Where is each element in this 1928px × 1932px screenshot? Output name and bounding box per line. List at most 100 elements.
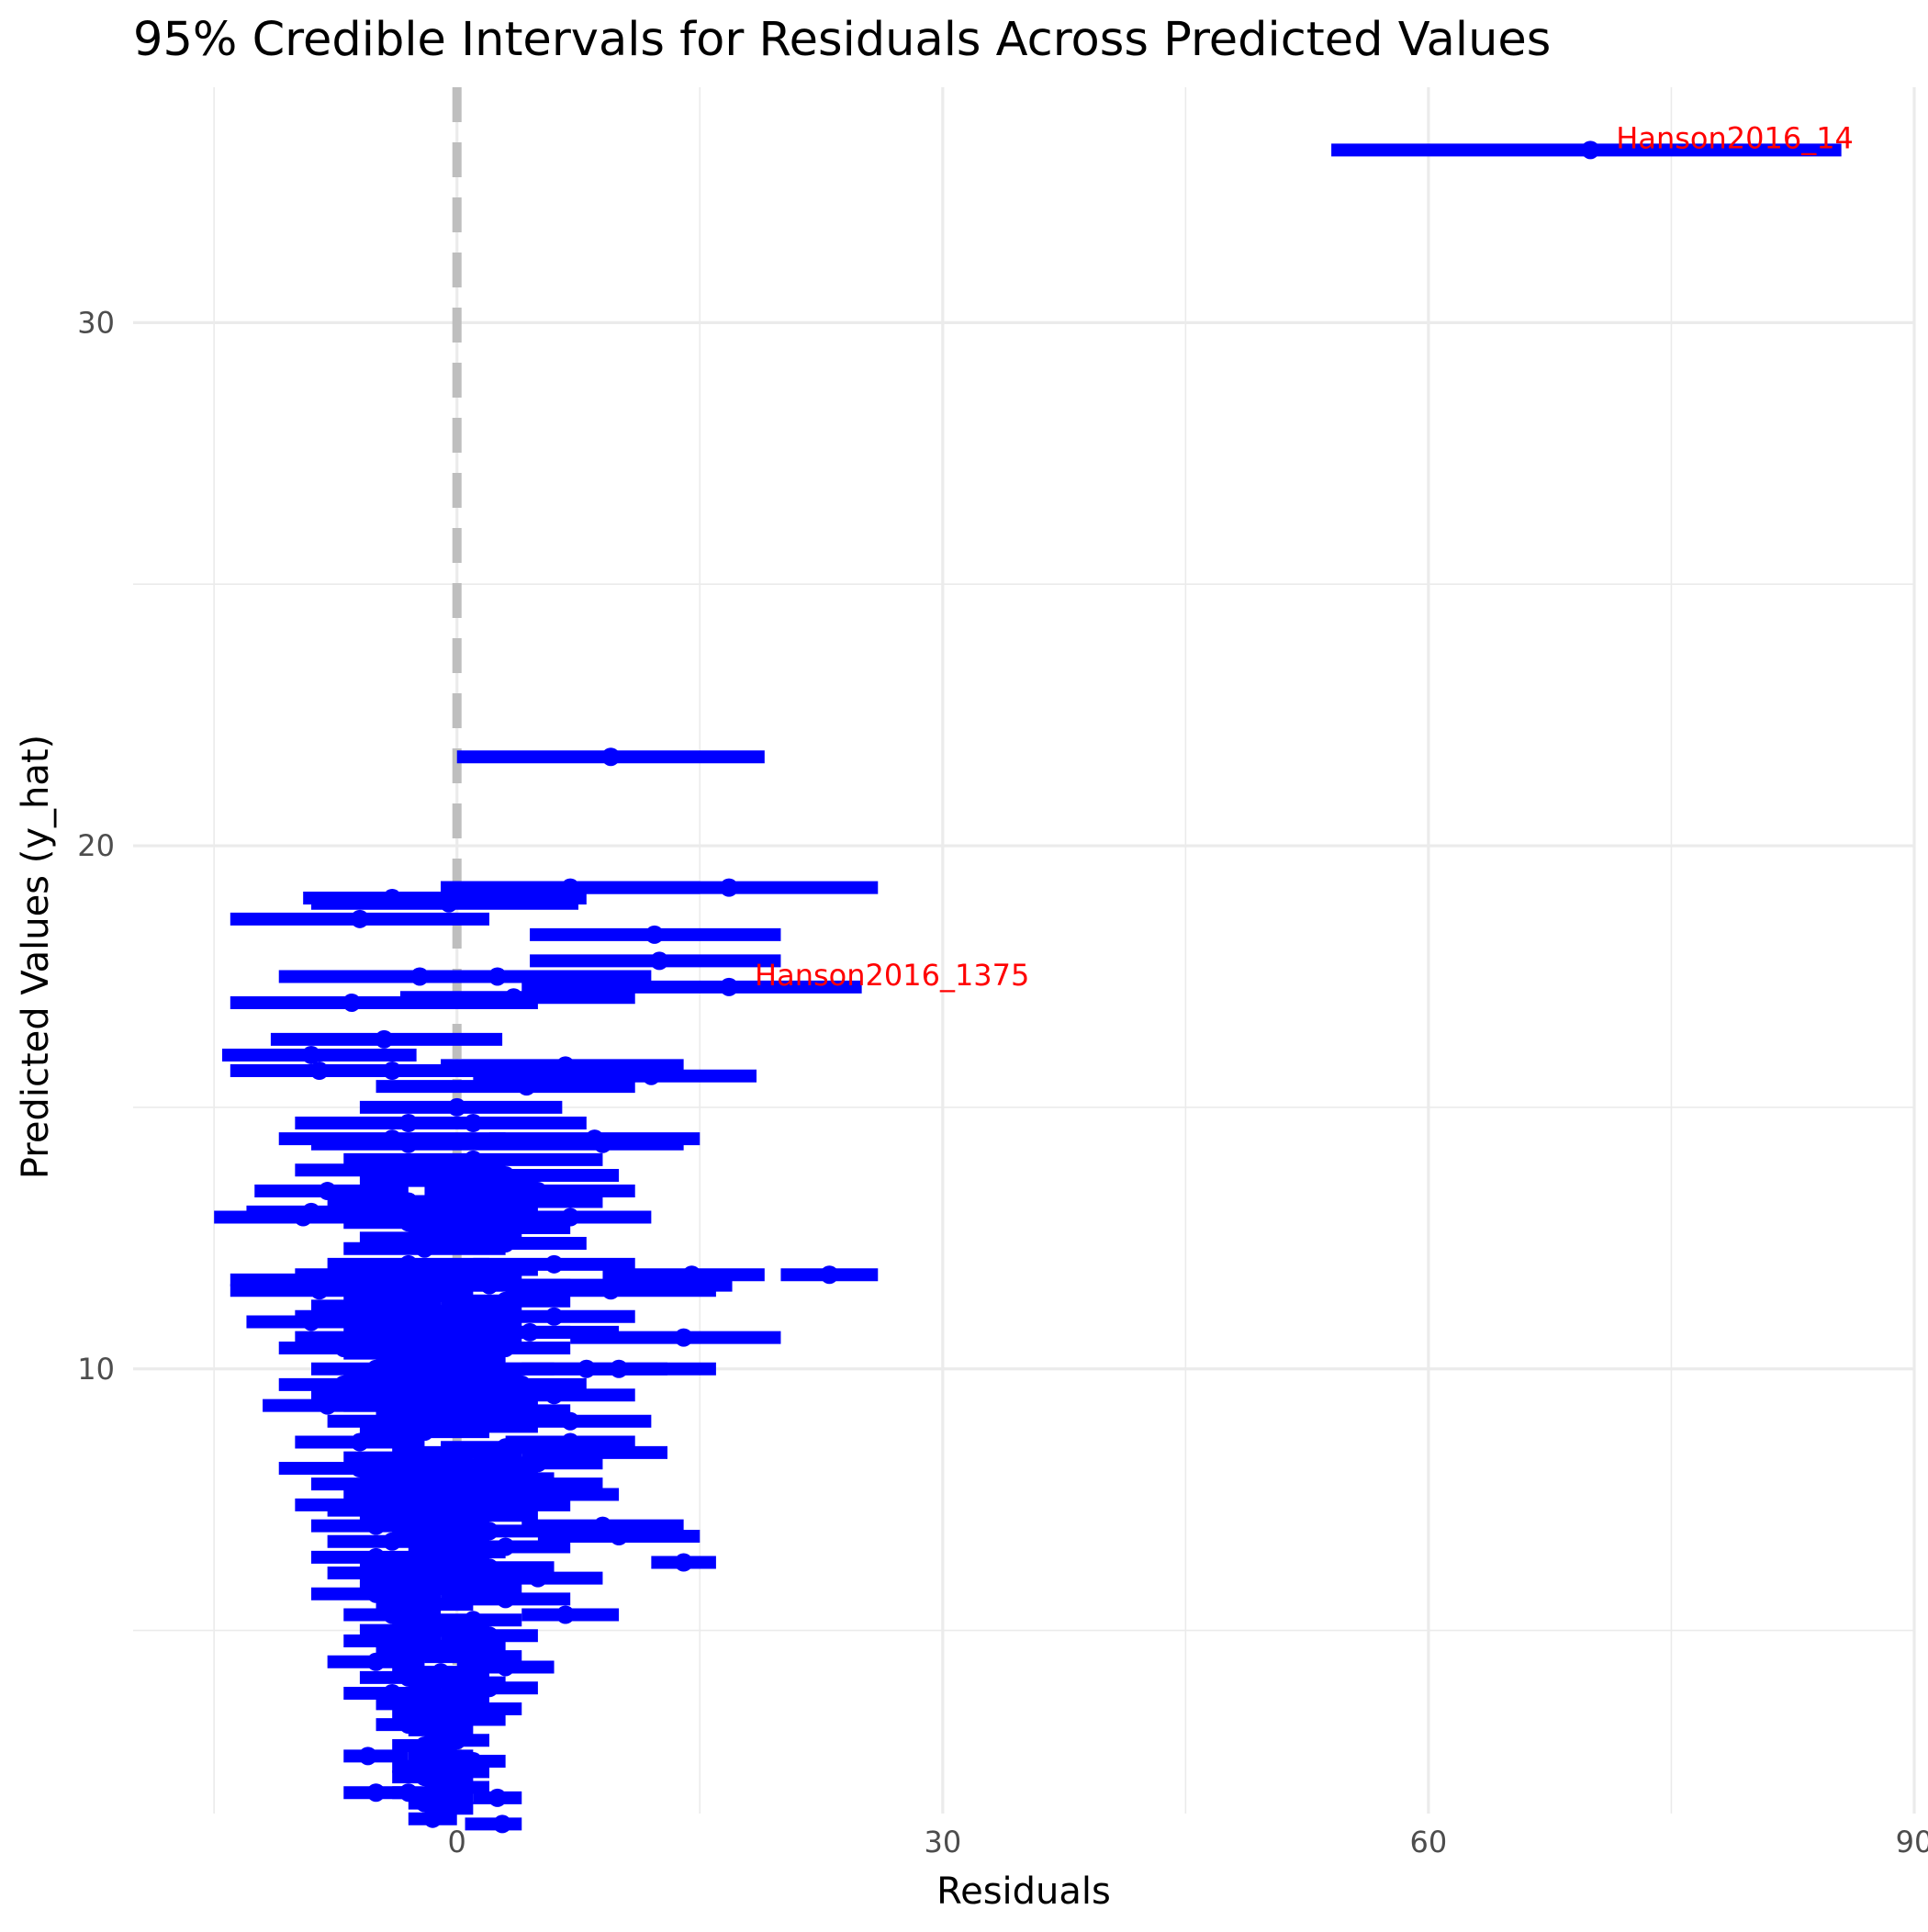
point-estimate <box>504 988 523 1007</box>
point-estimate <box>358 1307 377 1326</box>
point-estimate <box>577 1359 596 1378</box>
y-axis-label: Predicted Values (y_hat) <box>15 735 57 1179</box>
point-estimate <box>350 909 369 928</box>
point-estimate <box>415 1642 434 1661</box>
point-estimate <box>350 1328 369 1347</box>
point-estimate <box>447 1762 466 1781</box>
axis-layer: 0 30 60 90 10 20 30 <box>77 305 1928 1859</box>
point-estimate <box>447 1543 466 1562</box>
point-estimate <box>544 1307 564 1326</box>
point-estimate <box>512 1375 532 1394</box>
point-estimate <box>350 1265 369 1285</box>
point-estimate <box>366 1584 386 1603</box>
point-estimate <box>447 1778 466 1797</box>
point-estimate <box>447 1260 466 1279</box>
point-estimate <box>398 1114 418 1132</box>
point-estimate <box>439 1799 458 1818</box>
point-estimate <box>383 889 402 908</box>
point-estimate <box>398 1213 418 1232</box>
point-estimate <box>464 1390 483 1410</box>
point-estimate <box>480 1275 499 1295</box>
point-estimate <box>415 1595 434 1614</box>
point-estimate <box>432 1772 451 1792</box>
point-estimate <box>432 1747 451 1766</box>
point-annotation: Hanson2016_14 <box>1616 120 1854 155</box>
point-estimate <box>398 1254 418 1274</box>
point-estimate <box>398 1574 418 1593</box>
point-estimate <box>601 1281 621 1300</box>
point-estimate <box>447 1479 466 1499</box>
point-estimate <box>432 1527 451 1546</box>
point-estimate <box>447 1097 466 1117</box>
point-estimate <box>366 1359 386 1378</box>
point-estimate <box>480 1626 499 1646</box>
point-estimate <box>432 1171 451 1190</box>
point-estimate <box>610 1359 629 1378</box>
point-estimate <box>383 1161 402 1180</box>
point-estimate <box>496 1657 515 1677</box>
point-estimate <box>447 1673 466 1692</box>
x-tick-label: 30 <box>924 1825 961 1859</box>
point-estimate <box>521 1322 540 1342</box>
point-estimate <box>415 1757 434 1776</box>
x-tick-label: 60 <box>1410 1825 1448 1859</box>
point-estimate <box>383 1532 402 1551</box>
point-estimate <box>544 1386 564 1405</box>
point-estimate <box>464 1506 483 1525</box>
point-estimate <box>432 1663 451 1682</box>
point-estimate <box>432 1202 451 1221</box>
point-estimate <box>415 1380 434 1399</box>
point-estimate <box>383 1411 402 1431</box>
point-estimate <box>642 1066 661 1085</box>
point-estimate <box>415 1464 434 1483</box>
point-estimate <box>398 1365 418 1384</box>
point-estimate <box>415 1704 434 1724</box>
point-estimate <box>398 1134 418 1153</box>
point-estimate <box>366 1547 386 1567</box>
point-estimate <box>464 1647 483 1667</box>
point-estimate <box>398 1343 418 1363</box>
point-estimate <box>496 1495 515 1514</box>
point-estimate <box>439 893 458 913</box>
point-estimate <box>544 1485 564 1504</box>
point-estimate <box>682 1265 701 1285</box>
point-estimate <box>398 1783 418 1803</box>
point-estimate <box>410 967 430 986</box>
point-estimate <box>415 1239 434 1258</box>
point-estimate <box>350 1459 369 1477</box>
point-estimate <box>820 1265 839 1285</box>
y-tick-label: 20 <box>77 828 115 863</box>
point-layer <box>294 140 1600 1834</box>
point-estimate <box>480 1522 499 1541</box>
point-estimate <box>720 977 739 996</box>
point-estimate <box>383 1061 402 1081</box>
point-estimate <box>334 1375 353 1394</box>
point-estimate <box>398 1694 418 1713</box>
point-estimate <box>464 1752 483 1771</box>
point-estimate <box>447 1370 466 1389</box>
point-estimate <box>496 1438 515 1457</box>
point-estimate <box>493 1814 512 1834</box>
point-estimate <box>383 1683 402 1702</box>
point-estimate <box>398 1668 418 1687</box>
point-estimate <box>398 1715 418 1735</box>
point-estimate <box>517 1077 536 1096</box>
point-estimate <box>496 1589 515 1609</box>
point-estimate <box>366 1652 386 1671</box>
point-estimate <box>398 1286 418 1305</box>
chart-title: 95% Credible Intervals for Residuals Acr… <box>133 13 1552 67</box>
point-estimate <box>480 1359 499 1378</box>
point-estimate <box>488 1788 507 1807</box>
point-estimate <box>528 1182 547 1201</box>
point-estimate <box>318 1182 337 1201</box>
point-estimate <box>398 1448 418 1467</box>
point-estimate <box>415 1511 434 1530</box>
point-estimate <box>544 1254 564 1274</box>
point-estimate <box>528 1454 547 1473</box>
point-estimate <box>383 1632 402 1650</box>
point-estimate <box>432 1490 451 1510</box>
point-estimate <box>309 1281 329 1300</box>
point-estimate <box>528 1475 547 1494</box>
point-estimate <box>464 1417 483 1436</box>
point-estimate <box>423 1809 443 1828</box>
